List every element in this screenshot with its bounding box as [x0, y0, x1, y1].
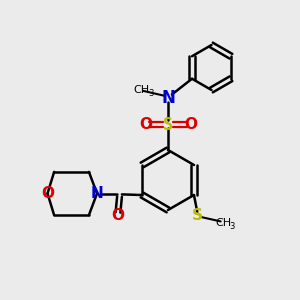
Text: O: O	[184, 117, 197, 132]
Text: CH: CH	[215, 218, 231, 228]
Text: 3: 3	[148, 89, 153, 98]
Text: 3: 3	[230, 222, 235, 231]
Text: N: N	[91, 186, 103, 201]
Text: O: O	[112, 208, 124, 224]
Text: O: O	[139, 117, 152, 132]
Text: N: N	[161, 88, 175, 106]
Text: S: S	[163, 116, 173, 134]
Text: S: S	[192, 208, 203, 224]
Text: O: O	[41, 186, 54, 201]
Text: CH: CH	[133, 85, 149, 95]
